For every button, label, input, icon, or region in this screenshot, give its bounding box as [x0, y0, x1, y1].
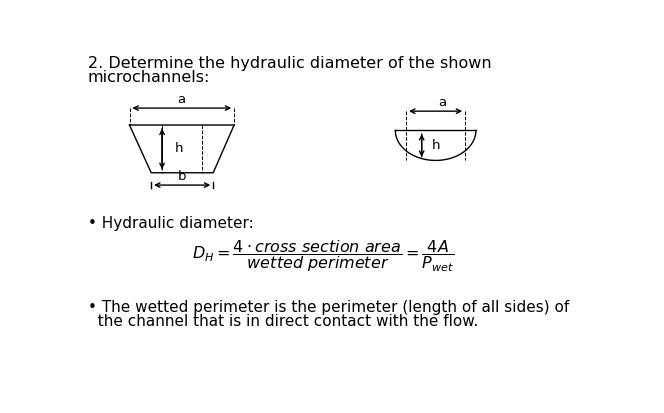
Text: h: h: [432, 139, 440, 152]
Text: a: a: [177, 93, 185, 106]
Text: • The wetted perimeter is the perimeter (length of all sides) of: • The wetted perimeter is the perimeter …: [88, 300, 569, 315]
Text: a: a: [438, 96, 446, 109]
Text: h: h: [175, 142, 183, 155]
Text: the channel that is in direct contact with the flow.: the channel that is in direct contact wi…: [88, 313, 478, 329]
Text: $D_{H} = \dfrac{4 \cdot \mathit{cross\ section\ area}}{\mathit{wetted\ perimeter: $D_{H} = \dfrac{4 \cdot \mathit{cross\ s…: [192, 238, 454, 274]
Text: microchannels:: microchannels:: [88, 70, 210, 85]
Text: b: b: [178, 170, 187, 183]
Text: 2. Determine the hydraulic diameter of the shown: 2. Determine the hydraulic diameter of t…: [88, 56, 491, 71]
Text: • Hydraulic diameter:: • Hydraulic diameter:: [88, 216, 254, 231]
